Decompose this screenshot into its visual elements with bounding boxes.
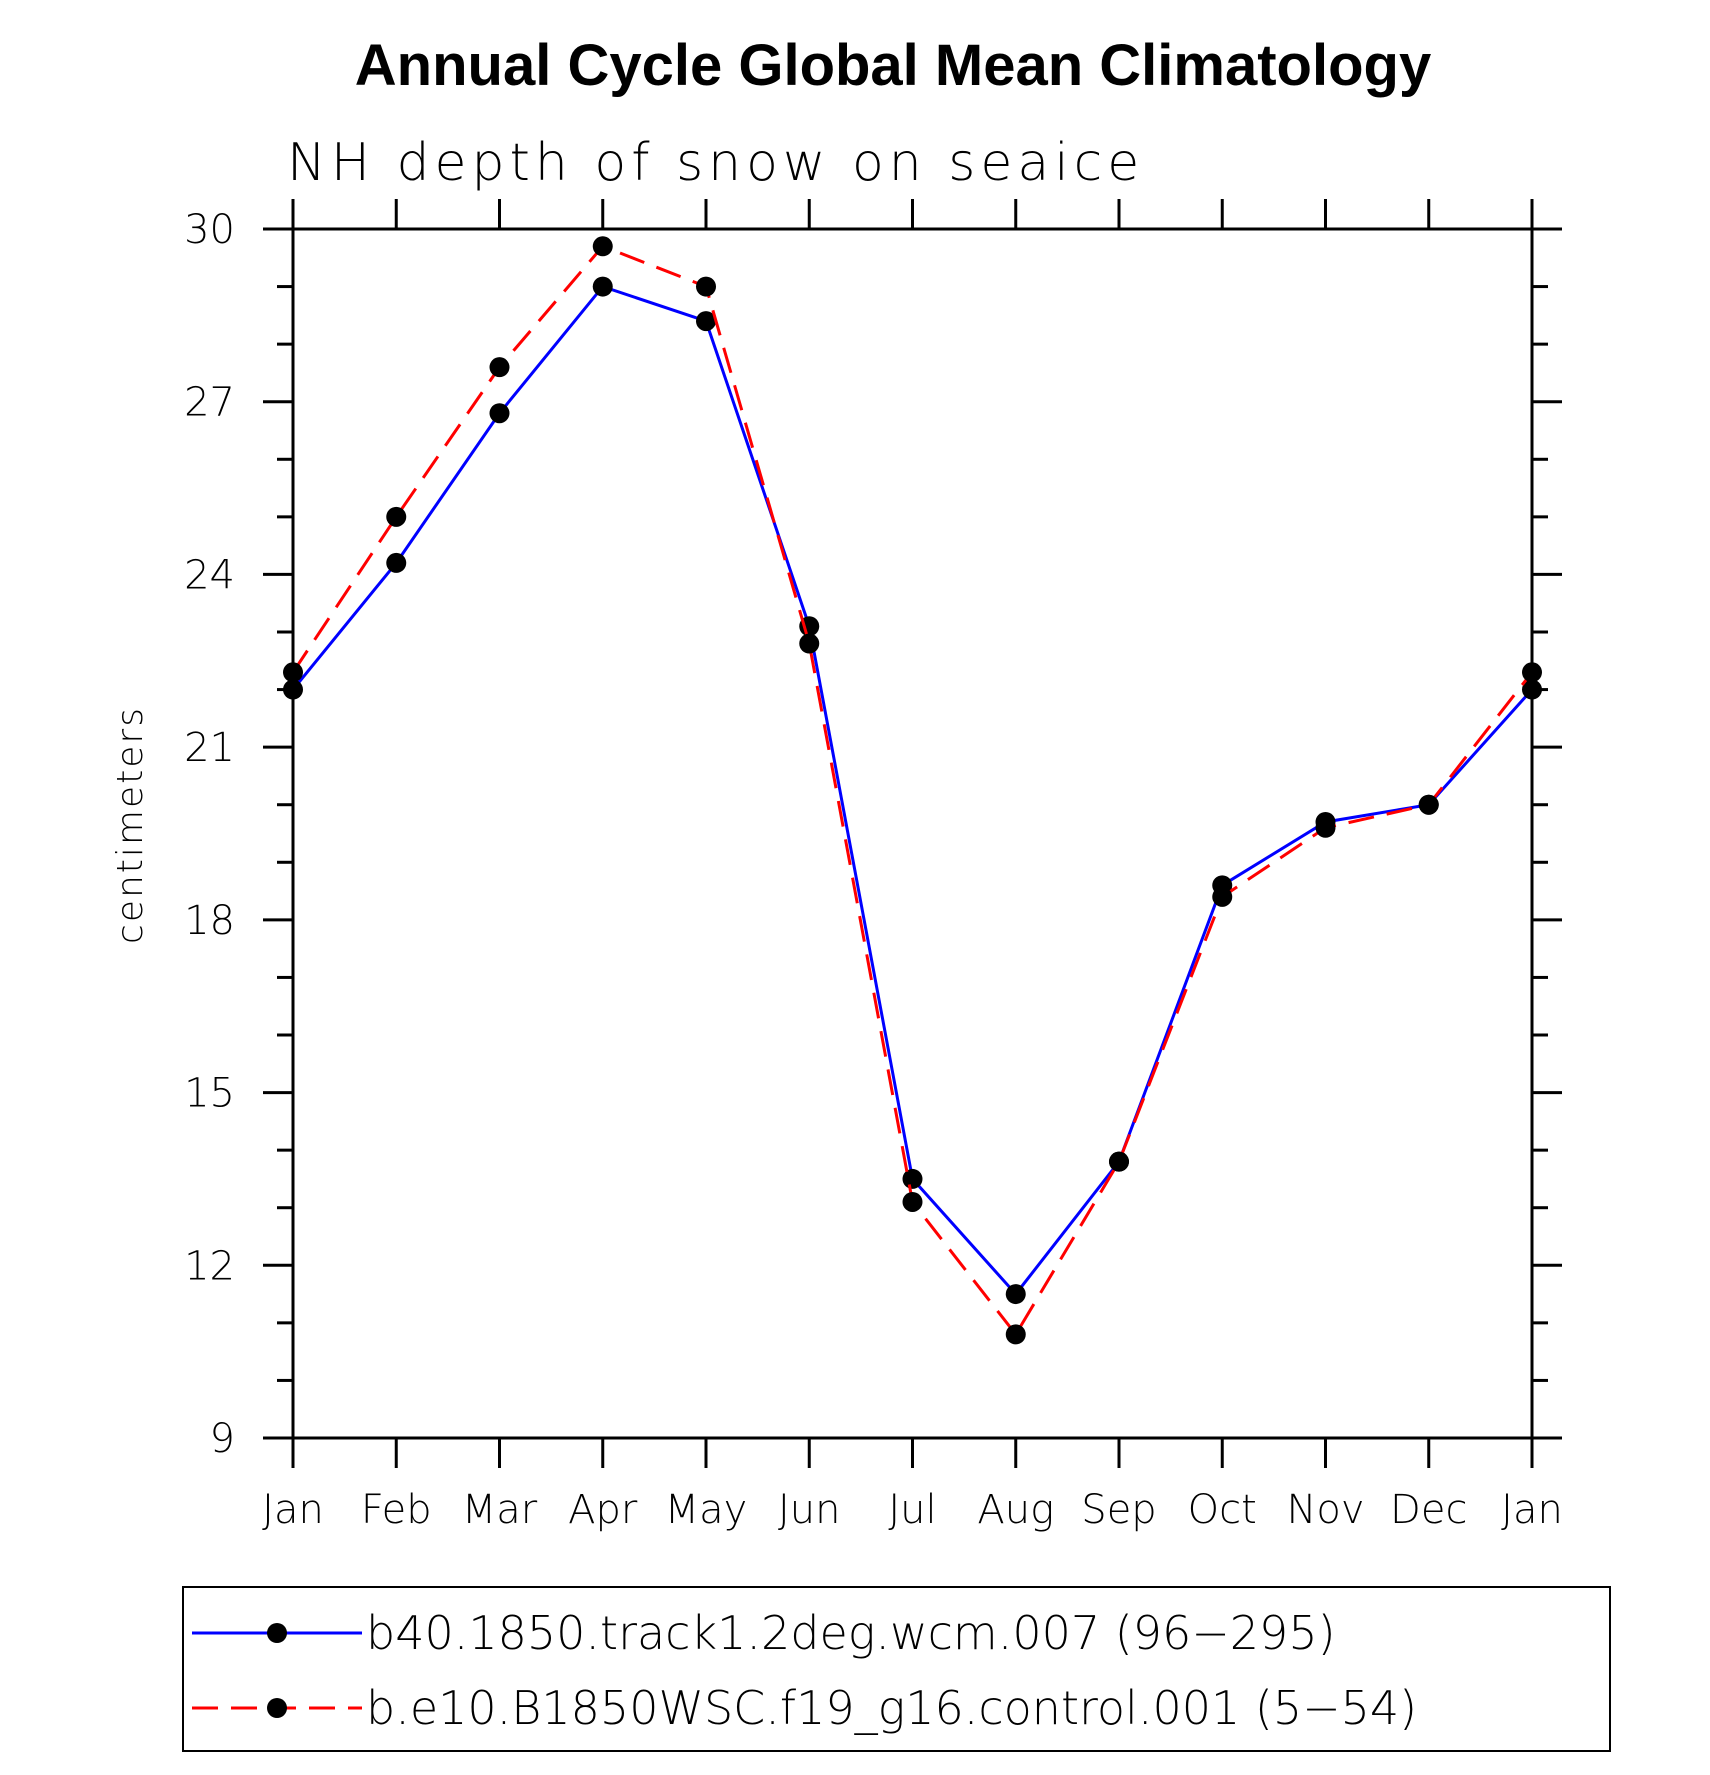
y-tick-label: 30 [184, 207, 235, 253]
series-2-point [1212, 886, 1233, 907]
series-2-point [696, 276, 716, 297]
x-tick-label: May [665, 1487, 748, 1533]
x-tick-label: Feb [361, 1487, 432, 1533]
y-tick-label: 24 [184, 552, 235, 598]
series-layer [283, 236, 1542, 1345]
series-2-point [1109, 1151, 1129, 1172]
series-2-point [1005, 1324, 1026, 1345]
x-tick-label: Sep [1081, 1487, 1156, 1533]
axes: Jan Feb Mar Apr May Jun Jul Aug Sep Oct Nov Dec Jan 9… [184, 199, 1563, 1533]
chart-title: Annual Cycle Global Mean Climatology [355, 33, 1431, 98]
series-1-point [1005, 1284, 1026, 1305]
legend-marker-1 [267, 1623, 287, 1643]
x-tick-label: Jun [778, 1487, 841, 1533]
plot-frame [291, 227, 1534, 1440]
chart-subtitle: NH depth of snow on seaice [287, 133, 1144, 193]
legend-label-1: b40.1850.track1.2deg.wcm.007 (96−295) [366, 1606, 1336, 1660]
series-2-point [592, 236, 613, 257]
legend-box [182, 1586, 1611, 1752]
series-2-point [1315, 817, 1336, 838]
series-1-point [489, 403, 510, 424]
x-tick-label: Apr [568, 1487, 638, 1533]
x-tick-label: Oct [1188, 1487, 1257, 1533]
y-tick-label: 21 [184, 725, 235, 771]
x-tick-label: Jan [1501, 1487, 1563, 1533]
x-tick-label: Aug [977, 1487, 1054, 1533]
series-2-point [489, 357, 510, 378]
y-tick-label: 9 [210, 1416, 235, 1462]
series-1-point [592, 276, 613, 297]
legend: b40.1850.track1.2deg.wcm.007 (96−295) b.e… [182, 1586, 1611, 1752]
x-tick-label: Jan [262, 1487, 324, 1533]
series-1-point [902, 1168, 923, 1189]
series-2-point [902, 1191, 923, 1212]
series-2-point [386, 506, 407, 527]
y-tick-label: 18 [184, 898, 235, 944]
series-line-1 [291, 284, 1534, 1297]
y-tick-label: 15 [184, 1071, 235, 1117]
series-1-point [386, 552, 407, 573]
x-tick-label: Mar [462, 1487, 538, 1533]
y-axis-label: centimeters [110, 706, 151, 944]
series-1-point [696, 311, 716, 332]
series-2-point [1418, 794, 1439, 815]
series-2-point [283, 662, 303, 683]
x-tick-label: Nov [1286, 1487, 1364, 1533]
x-tick-label: Dec [1390, 1487, 1467, 1533]
y-tick-label: 12 [184, 1243, 235, 1289]
y-tick-label: 27 [184, 380, 235, 426]
series-2-point [799, 633, 820, 654]
series-1-point [283, 679, 303, 700]
x-tick-label: Jul [888, 1487, 936, 1533]
legend-label-2: b.e10.B1850WSC.f19_g16.control.001 (5−54… [366, 1681, 1417, 1735]
series-1-point [1522, 679, 1542, 700]
series-2-point [1522, 662, 1542, 683]
legend-marker-2 [267, 1698, 287, 1718]
